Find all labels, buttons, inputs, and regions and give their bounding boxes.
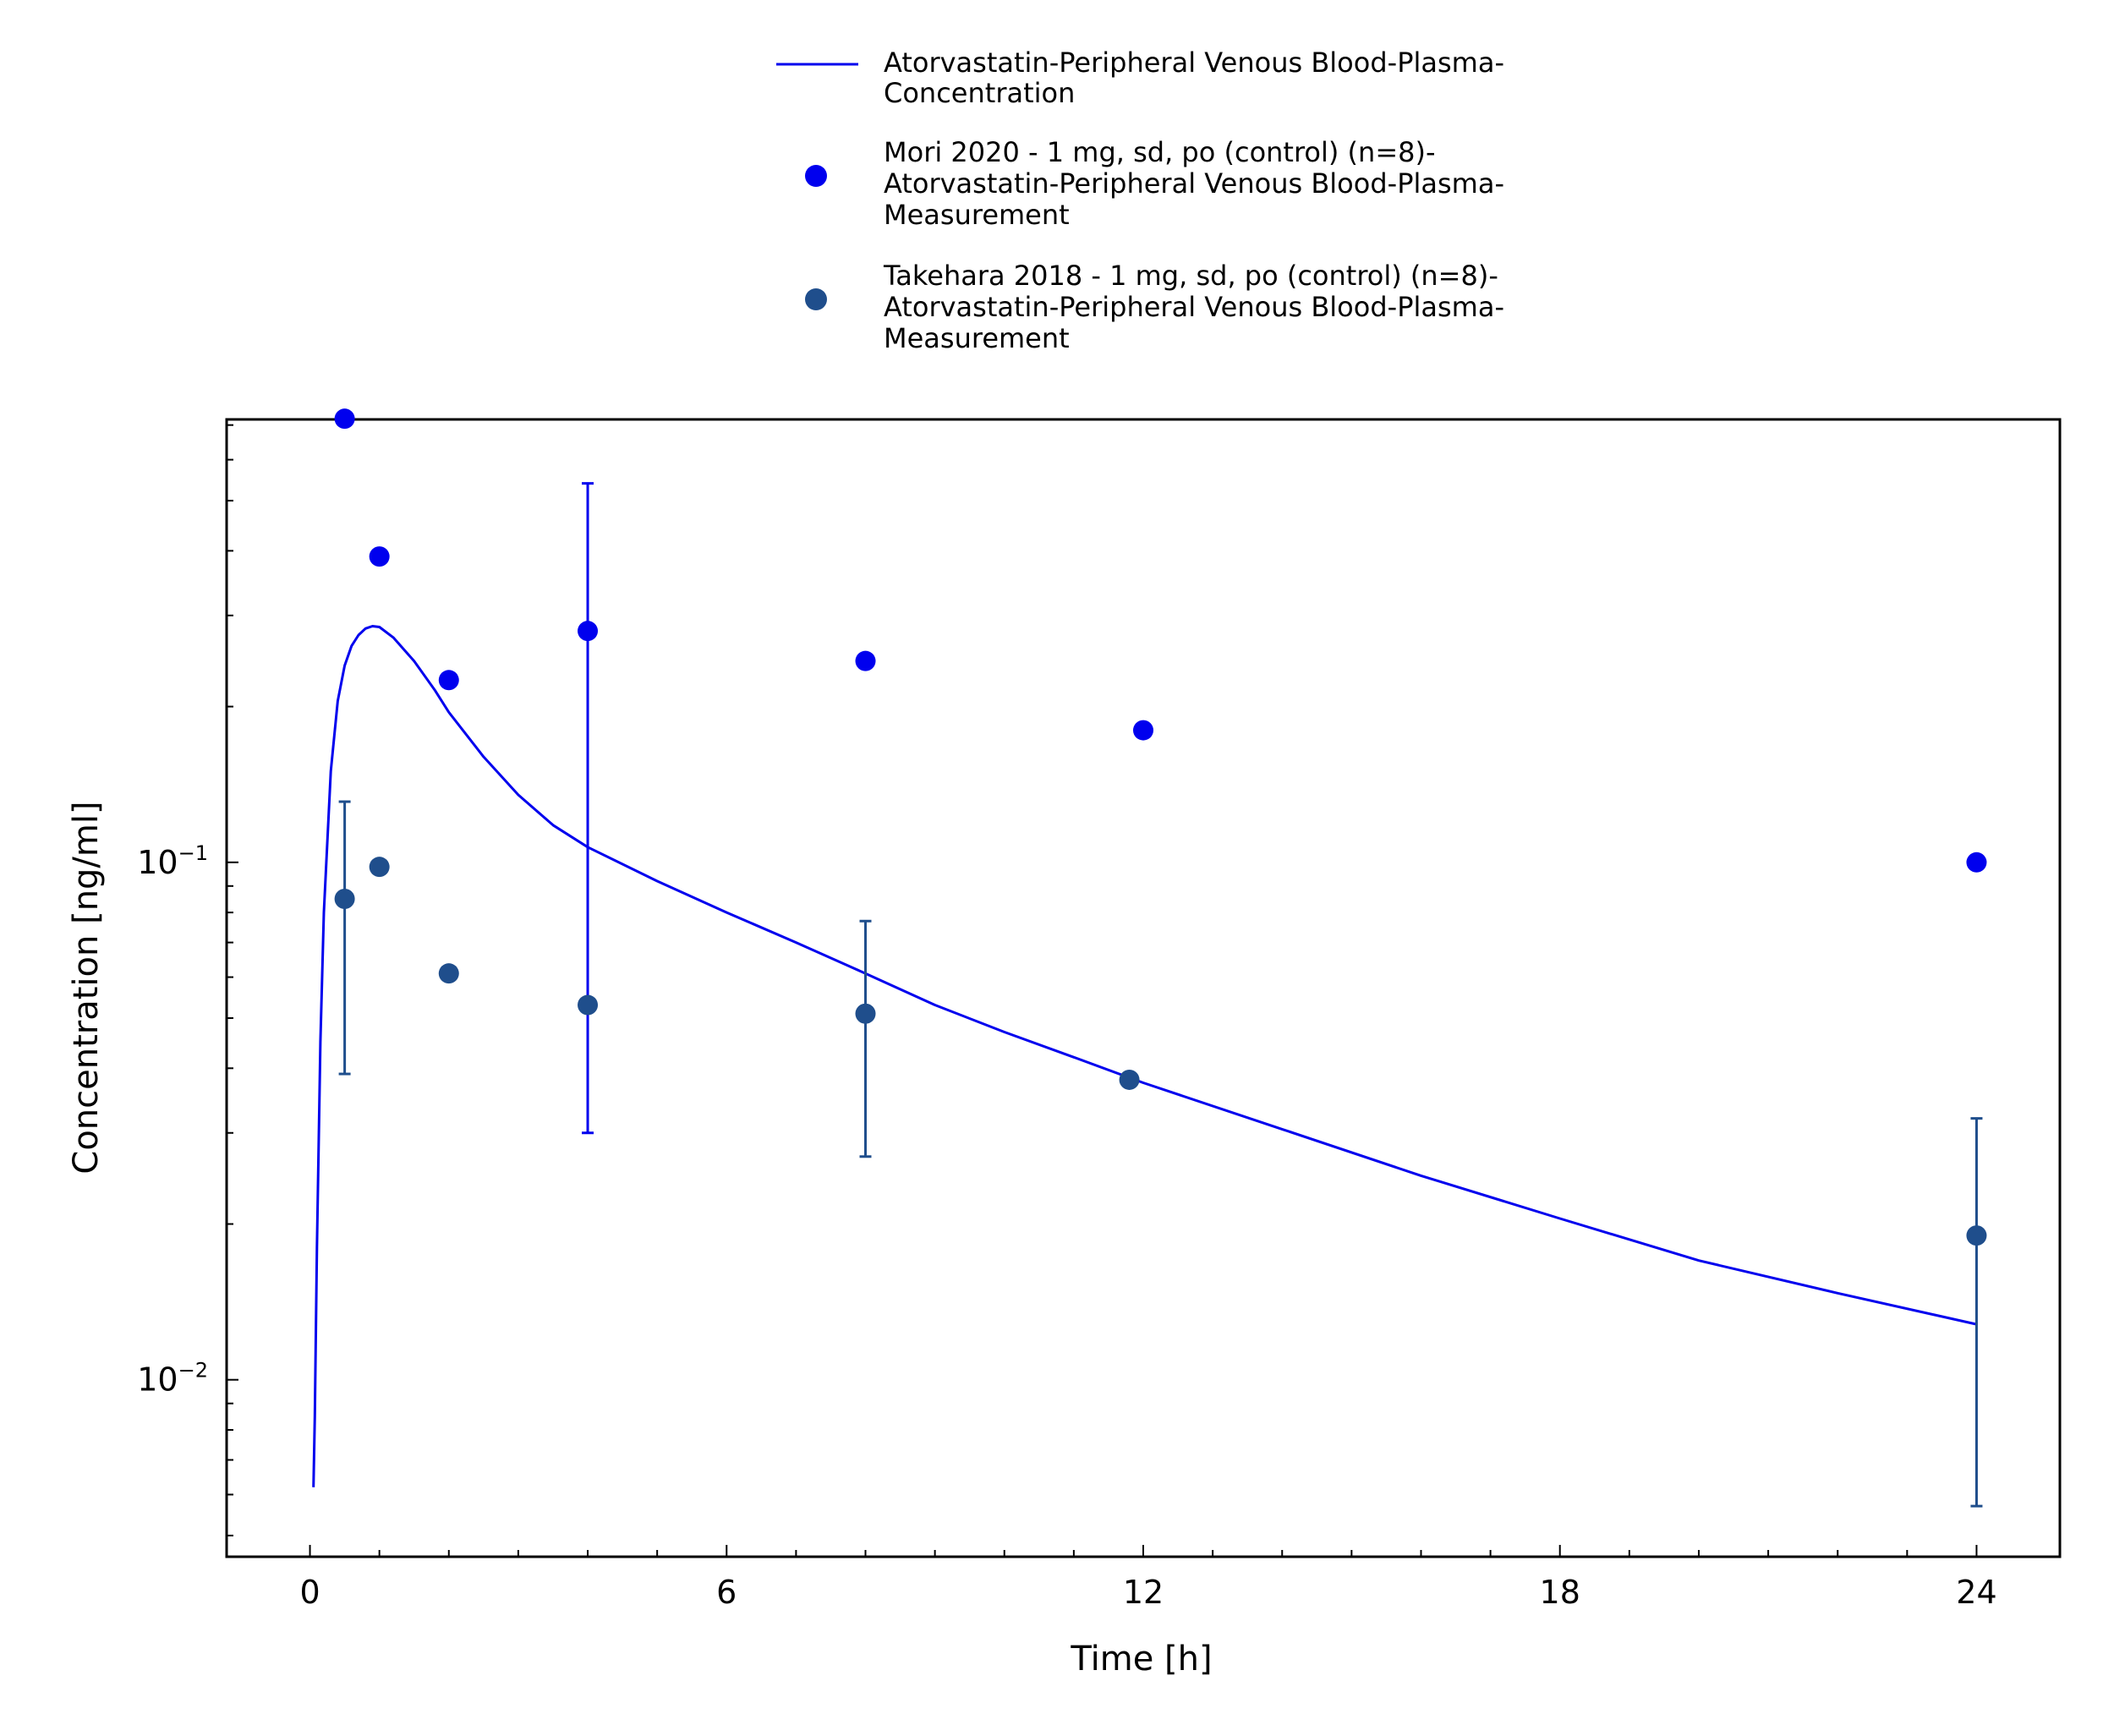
x-axis-ticks: 0 6 12 18 24 <box>299 1545 1997 1611</box>
data-point-mori <box>1966 852 1987 873</box>
y-tick-base: 10 <box>137 844 178 881</box>
data-point-mori <box>578 621 599 642</box>
x-tick-label: 0 <box>299 1574 320 1611</box>
simulation-line <box>312 625 1977 1487</box>
plot-frame <box>225 418 2062 1558</box>
data-point-mori <box>438 670 459 691</box>
x-axis-title: Time [h] <box>1070 1640 1212 1678</box>
data-point-takehara <box>369 857 390 878</box>
y-axis-ticks: 10−110−2 <box>137 424 238 1536</box>
legend-entry-1-line-2: Concentration <box>884 77 1075 109</box>
data-point-mori <box>369 546 390 567</box>
legend-entry-3-line-3: Measurement <box>884 322 1070 354</box>
legend-entry-2-line-1: Mori 2020 - 1 mg, sd, po (control) (n=8)… <box>884 136 1436 168</box>
y-tick-label: 10−1 <box>137 841 208 881</box>
legend: Atorvastatin-Peripheral Venous Blood-Pla… <box>776 47 1504 354</box>
x-tick-label: 6 <box>716 1574 737 1611</box>
simulation-line-layer <box>312 625 1977 1487</box>
y-tick-exponent: −1 <box>178 841 208 865</box>
data-point-takehara <box>578 994 599 1016</box>
data-point-mori <box>334 408 355 430</box>
legend-entry-3-line-2: Atorvastatin-Peripheral Venous Blood-Pla… <box>884 291 1504 323</box>
legend-entry-3-line-1: Takehara 2018 - 1 mg, sd, po (control) (… <box>883 260 1498 292</box>
y-axis-title: Concentration [ng/ml] <box>67 801 106 1174</box>
y-tick-base: 10 <box>137 1361 178 1399</box>
data-point-takehara <box>1119 1069 1140 1090</box>
data-point-mori <box>855 650 876 671</box>
data-point-mori <box>1133 720 1153 741</box>
data-point-takehara <box>438 963 459 984</box>
error-bars-layer <box>338 482 1983 1508</box>
legend-marker-takehara <box>805 288 827 310</box>
legend-entry-2-line-2: Atorvastatin-Peripheral Venous Blood-Pla… <box>884 167 1504 200</box>
data-points-layer <box>334 408 1987 1246</box>
legend-entry-2-line-3: Measurement <box>884 199 1070 231</box>
data-point-takehara <box>855 1003 876 1024</box>
y-tick-label: 10−2 <box>137 1359 208 1399</box>
data-point-takehara <box>1966 1225 1987 1246</box>
legend-entry-1-line-1: Atorvastatin-Peripheral Venous Blood-Pla… <box>884 47 1504 79</box>
legend-marker-mori <box>805 165 827 187</box>
data-point-takehara <box>334 888 355 909</box>
y-tick-exponent: −2 <box>178 1359 208 1383</box>
x-tick-label: 12 <box>1123 1574 1164 1611</box>
x-tick-label: 18 <box>1540 1574 1580 1611</box>
x-tick-label: 24 <box>1956 1574 1996 1611</box>
